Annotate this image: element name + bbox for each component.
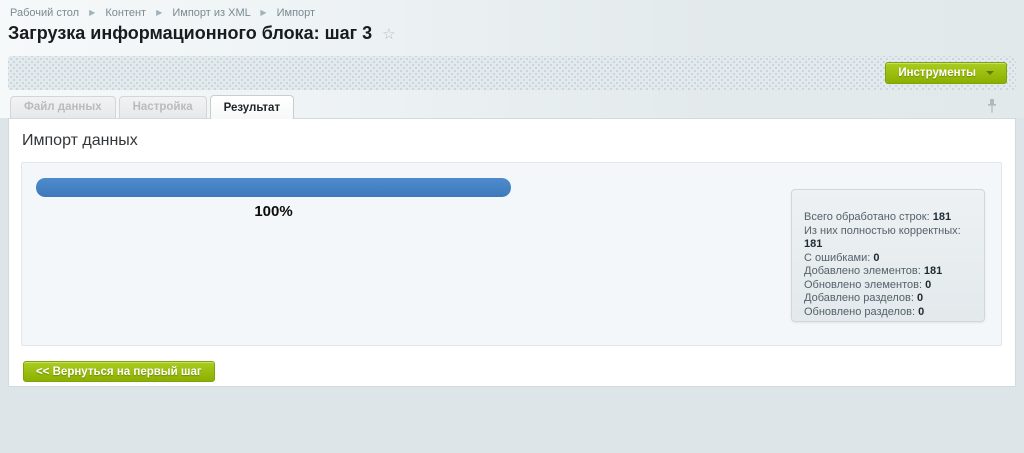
- stat-value: 0: [918, 305, 925, 318]
- stat-label: Добавлено разделов:: [804, 292, 914, 304]
- progress-percent: 100%: [254, 203, 293, 220]
- breadcrumb: Рабочий стол ▶ Контент ▶ Импорт из XML ▶…: [10, 7, 315, 19]
- breadcrumb-separator-icon: ▶: [260, 8, 267, 17]
- tabs: Файл данных Настройка Результат: [10, 94, 297, 119]
- section-title: Импорт данных: [22, 132, 138, 149]
- stat-value: 181: [923, 265, 943, 277]
- tab-result[interactable]: Результат: [209, 95, 295, 119]
- toolbar: Инструменты: [8, 56, 1016, 90]
- stat-label: Обновлено разделов:: [804, 305, 916, 318]
- pin-icon[interactable]: [986, 98, 998, 114]
- breadcrumb-item-import[interactable]: Импорт: [276, 7, 316, 19]
- stat-value: 181: [804, 238, 823, 250]
- breadcrumb-item-xml-import[interactable]: Импорт из XML: [172, 7, 251, 19]
- stat-label: Добавлено элементов:: [804, 265, 921, 277]
- breadcrumb-item-desktop[interactable]: Рабочий стол: [10, 7, 80, 19]
- title-row: Загрузка информационного блока: шаг 3 ☆: [8, 23, 396, 44]
- tools-button-label: Инструменты: [898, 67, 976, 79]
- stat-row: Из них полностью корректных: 181: [804, 225, 972, 252]
- stat-value: 0: [916, 292, 924, 304]
- page-title: Загрузка информационного блока: шаг 3: [8, 23, 373, 43]
- stat-label: С ошибками:: [804, 251, 871, 264]
- tab-settings: Настройка: [118, 96, 207, 118]
- stat-label: Из них полностью корректных:: [804, 224, 961, 237]
- stat-value: 0: [873, 251, 880, 264]
- chevron-down-icon: [986, 71, 994, 75]
- stat-value: 0: [925, 278, 932, 291]
- stat-value: 181: [932, 211, 952, 223]
- header-region: Рабочий стол ▶ Контент ▶ Импорт из XML ▶…: [0, 0, 1024, 119]
- stat-row: С ошибками: 0: [804, 252, 972, 266]
- stat-row: Обновлено элементов: 0: [804, 279, 972, 293]
- stat-row: Обновлено разделов: 0: [804, 306, 972, 320]
- progress-bar: [36, 178, 511, 197]
- breadcrumb-separator-icon: ▶: [89, 8, 96, 17]
- content-panel: Импорт данных 100% Всего обработано стро…: [8, 118, 1016, 387]
- back-button[interactable]: << Вернуться на первый шаг: [23, 361, 215, 382]
- stat-row: Всего обработано строк: 181: [804, 211, 972, 225]
- stat-row: Добавлено элементов: 181: [804, 265, 972, 279]
- progress-area: 100% Всего обработано строк: 181 Из них …: [21, 162, 1002, 346]
- favorite-star-icon[interactable]: ☆: [382, 25, 396, 43]
- tools-button[interactable]: Инструменты: [885, 62, 1007, 84]
- breadcrumb-separator-icon: ▶: [156, 8, 163, 17]
- progress-fill: [36, 178, 511, 197]
- tab-data-file: Файл данных: [10, 96, 116, 118]
- stats-box: Всего обработано строк: 181 Из них полно…: [791, 189, 985, 322]
- breadcrumb-item-content[interactable]: Контент: [105, 7, 147, 19]
- stat-label: Всего обработано строк:: [804, 211, 930, 223]
- stat-label: Обновлено элементов:: [804, 278, 923, 291]
- stat-row: Добавлено разделов: 0: [804, 292, 972, 306]
